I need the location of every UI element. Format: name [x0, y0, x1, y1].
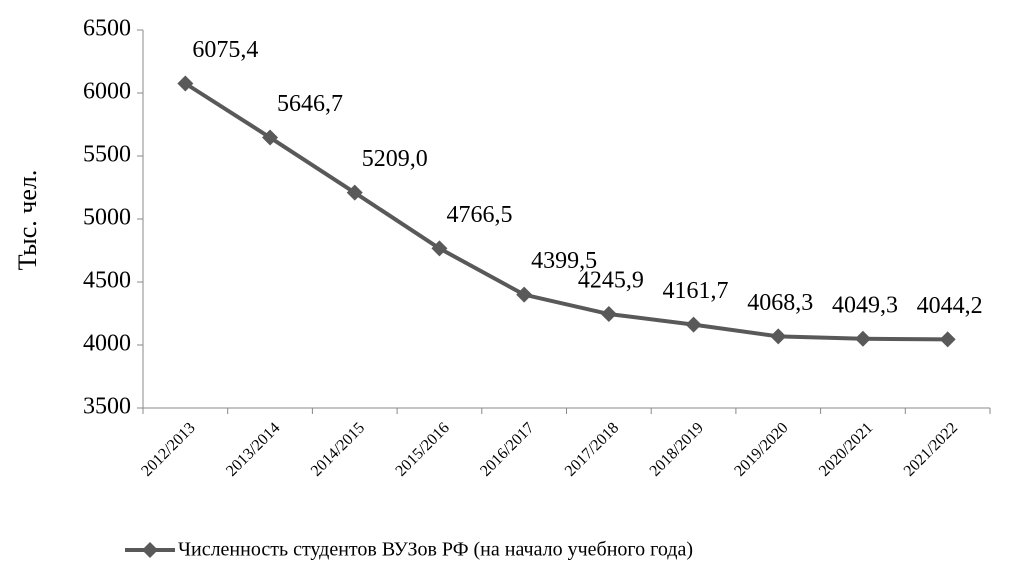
legend-marker [142, 542, 158, 558]
y-axis-label: Тыс. чел. [13, 170, 42, 271]
data-label: 4068,3 [747, 290, 813, 316]
data-label: 5209,0 [362, 146, 428, 172]
y-tick-label: 3500 [83, 394, 131, 420]
line [184, 81, 948, 342]
data-label: 4161,7 [663, 278, 729, 304]
marker [685, 316, 702, 333]
data-label: 4044,2 [917, 293, 983, 319]
data-label: 4049,3 [832, 292, 898, 318]
x-tick-label: 2012/2013 [138, 419, 198, 479]
x-tick-label: 2018/2019 [647, 419, 707, 479]
marker [262, 129, 279, 146]
x-tick-label: 2021/2022 [901, 419, 961, 479]
marker [346, 184, 363, 201]
x-tick-label: 2020/2021 [816, 419, 876, 479]
marker [177, 75, 194, 92]
marker [431, 240, 448, 257]
data-label: 5646,7 [277, 91, 343, 117]
data-label: 4399,5 [531, 248, 597, 274]
marker [854, 330, 871, 347]
y-tick-label: 5500 [83, 142, 131, 168]
x-tick-label: 2016/2017 [477, 419, 537, 479]
data-label: 6075,4 [192, 37, 258, 63]
x-tick-label: 2013/2014 [223, 419, 283, 479]
x-tick-label: 2015/2016 [392, 419, 452, 479]
x-tick-label: 2014/2015 [308, 419, 368, 479]
y-tick-label: 4500 [83, 268, 131, 294]
y-tick-label: 4000 [83, 331, 131, 357]
marker [600, 306, 617, 323]
y-tick-label: 5000 [83, 205, 131, 231]
data-label: 4766,5 [446, 202, 512, 228]
y-tick-label: 6500 [83, 16, 131, 42]
marker [939, 331, 956, 348]
x-tick-label: 2019/2020 [731, 419, 791, 479]
data-label: 4245,9 [578, 268, 644, 294]
legend-label: Численность студентов ВУЗов РФ (на начал… [178, 539, 693, 561]
x-tick-label: 2017/2018 [562, 419, 622, 479]
marker [516, 286, 533, 303]
marker [770, 328, 787, 345]
y-tick-label: 6000 [83, 79, 131, 105]
